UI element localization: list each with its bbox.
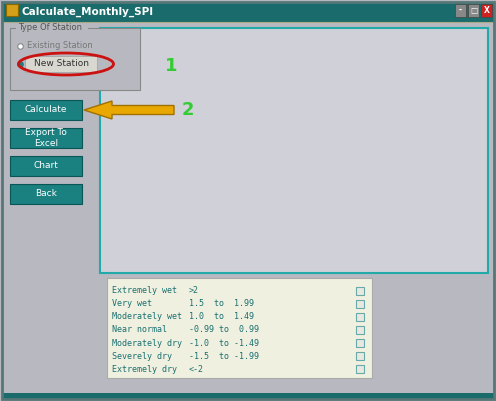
Text: Chart: Chart [34, 162, 59, 170]
Bar [107, 278, 372, 378]
Polygon shape [84, 101, 174, 119]
Text: Moderately wet: Moderately wet [112, 312, 182, 321]
Bar [356, 287, 364, 295]
Text: Calculate_Monthly_SPI: Calculate_Monthly_SPI [22, 7, 154, 17]
Bar [10, 100, 82, 120]
Text: Moderately dry: Moderately dry [112, 338, 182, 348]
Text: -1.0  to -1.49: -1.0 to -1.49 [189, 338, 259, 348]
Bar [455, 4, 466, 17]
Text: <-2: <-2 [189, 365, 204, 374]
Text: Export To
Excel: Export To Excel [25, 128, 67, 148]
Bar [356, 326, 364, 334]
Bar [16, 23, 88, 33]
Text: 1.5  to  1.99: 1.5 to 1.99 [189, 299, 254, 308]
Text: Near normal: Near normal [112, 326, 167, 334]
Bar [10, 156, 82, 176]
Bar [25, 56, 97, 72]
Bar [2, 2, 494, 22]
Text: X: X [484, 6, 490, 15]
Text: 1.0  to  1.49: 1.0 to 1.49 [189, 312, 254, 321]
Text: -: - [459, 6, 462, 15]
Bar [356, 300, 364, 308]
Text: New Station: New Station [34, 59, 88, 69]
Text: -1.5  to -1.99: -1.5 to -1.99 [189, 352, 259, 361]
Bar [2, 393, 494, 399]
Text: Very wet: Very wet [112, 299, 152, 308]
Text: Type Of Station: Type Of Station [18, 24, 82, 32]
Bar [100, 28, 488, 273]
Bar [10, 128, 82, 148]
Text: □: □ [470, 6, 477, 15]
Bar [468, 4, 479, 17]
Bar [356, 365, 364, 373]
Text: Calculate: Calculate [25, 105, 67, 115]
Bar [356, 313, 364, 321]
Text: -0.99 to  0.99: -0.99 to 0.99 [189, 326, 259, 334]
Text: 2: 2 [182, 101, 194, 119]
Bar [6, 4, 18, 16]
Bar [10, 28, 140, 90]
Text: 1: 1 [165, 57, 178, 75]
Text: Existing Station: Existing Station [27, 41, 93, 51]
Bar [356, 352, 364, 360]
Text: >2: >2 [189, 286, 199, 295]
Bar [481, 4, 492, 17]
Bar [356, 339, 364, 347]
Text: Extremely wet: Extremely wet [112, 286, 177, 295]
Text: Back: Back [35, 190, 57, 198]
Text: Severely dry: Severely dry [112, 352, 172, 361]
Text: Extremely dry: Extremely dry [112, 365, 177, 374]
Bar [10, 184, 82, 204]
